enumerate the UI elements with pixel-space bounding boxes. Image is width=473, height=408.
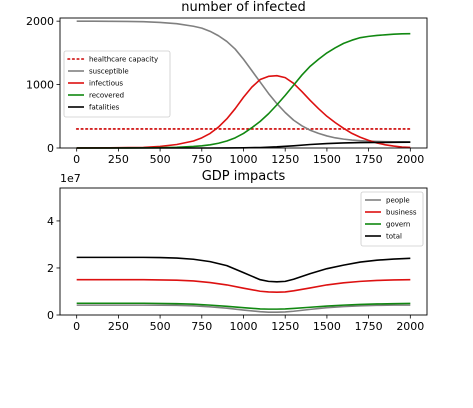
x-tick-label: 1750 bbox=[355, 153, 383, 166]
chart-title: GDP impacts bbox=[202, 169, 286, 184]
x-tick-label: 1000 bbox=[230, 320, 258, 333]
legend: people business govern total bbox=[360, 191, 424, 247]
y-offset-label: 1e7 bbox=[60, 172, 81, 185]
legend-label-fatalities: fatalities bbox=[89, 104, 120, 112]
x-tick-label: 1750 bbox=[355, 320, 383, 333]
y-tick-label: 2 bbox=[47, 262, 54, 275]
series-line-business bbox=[76, 278, 411, 293]
x-tick-label: 250 bbox=[108, 153, 129, 166]
x-tick-label: 0 bbox=[73, 320, 80, 333]
legend-label-healthcare-capacity: healthcare capacity bbox=[89, 56, 158, 64]
x-tick-label: 1250 bbox=[271, 153, 299, 166]
legend: healthcare capacity susceptible infectious… bbox=[63, 50, 171, 118]
y-tick-label: 1000 bbox=[26, 79, 54, 92]
series-line-susceptible bbox=[76, 20, 411, 143]
x-tick-label: 1500 bbox=[313, 320, 341, 333]
legend-label-govern: govern bbox=[386, 221, 410, 229]
x-tick-label: 750 bbox=[191, 320, 212, 333]
x-tick-label: 1000 bbox=[230, 153, 258, 166]
legend-box bbox=[360, 191, 424, 247]
chart-panel-2: GDP impacts 1e7 0 250 500 750 1000 1250 1500 1750… bbox=[47, 169, 428, 333]
chart-title: number of infected bbox=[181, 0, 305, 15]
legend-label-infectious: infectious bbox=[89, 80, 123, 88]
y-tick-label: 0 bbox=[47, 142, 54, 155]
legend-label-business: business bbox=[386, 209, 417, 217]
x-tick-label: 750 bbox=[191, 153, 212, 166]
legend-label-recovered: recovered bbox=[89, 92, 124, 100]
y-tick-label: 0 bbox=[47, 309, 54, 322]
legend-label-people: people bbox=[386, 197, 410, 205]
x-tick-label: 500 bbox=[150, 153, 171, 166]
legend-label-total: total bbox=[386, 233, 402, 241]
x-tick-label: 500 bbox=[150, 320, 171, 333]
series-line-people bbox=[76, 304, 411, 313]
series-line-govern bbox=[76, 302, 411, 310]
x-tick-label: 1500 bbox=[313, 153, 341, 166]
x-tick-label: 250 bbox=[108, 320, 129, 333]
series-line-recovered bbox=[76, 32, 411, 149]
series-line-infectious bbox=[76, 74, 411, 149]
x-tick-label: 0 bbox=[73, 153, 80, 166]
series-line-total bbox=[76, 256, 411, 283]
legend-box bbox=[63, 50, 171, 118]
y-tick-label: 4 bbox=[47, 215, 54, 228]
chart-panel-1: number of infected 0 250 500 750 1000 1250 1500… bbox=[26, 0, 428, 166]
y-tick-label: 2000 bbox=[26, 15, 54, 28]
x-tick-label: 2000 bbox=[396, 320, 424, 333]
legend-label-susceptible: susceptible bbox=[89, 68, 129, 76]
x-tick-label: 2000 bbox=[396, 153, 424, 166]
x-tick-label: 1250 bbox=[271, 320, 299, 333]
